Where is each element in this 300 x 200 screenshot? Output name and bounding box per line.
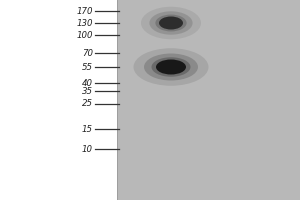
Ellipse shape	[155, 15, 187, 31]
Text: 100: 100	[76, 30, 93, 40]
Ellipse shape	[152, 57, 190, 77]
Ellipse shape	[149, 11, 193, 35]
Text: 70: 70	[82, 48, 93, 58]
Text: 35: 35	[82, 87, 93, 96]
Ellipse shape	[141, 7, 201, 39]
Text: 170: 170	[76, 6, 93, 16]
Text: 10: 10	[82, 144, 93, 154]
Text: 15: 15	[82, 124, 93, 134]
Text: 130: 130	[76, 19, 93, 27]
Ellipse shape	[144, 53, 198, 80]
Ellipse shape	[156, 60, 186, 74]
Bar	[117, 0, 300, 200]
Text: 40: 40	[82, 78, 93, 88]
Text: 25: 25	[82, 99, 93, 108]
Ellipse shape	[159, 17, 183, 29]
Text: 55: 55	[82, 62, 93, 72]
Ellipse shape	[134, 48, 208, 86]
